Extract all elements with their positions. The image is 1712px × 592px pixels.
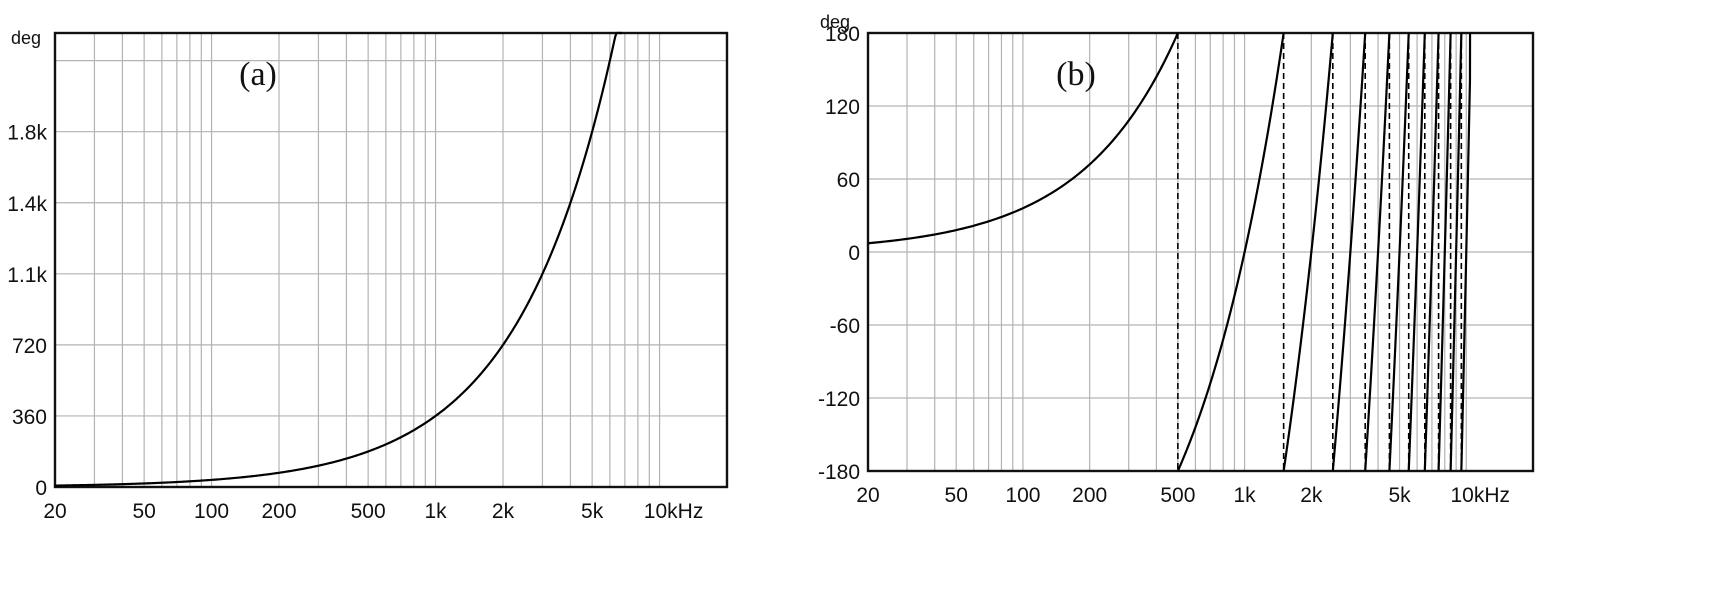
- x-tick-label: 500: [351, 500, 386, 523]
- x-tick-label: 10kHz: [1451, 484, 1511, 507]
- x-tick-label: 5k: [581, 500, 604, 523]
- x-tick-label: 20: [856, 484, 879, 507]
- y-tick-label: 180: [825, 23, 860, 46]
- y-tick-label: 720: [12, 335, 47, 358]
- panel-a-chart: 20 50 100 200 500 1k 2k 5k 10kHz 0 360 720 1.1k 1.4k 1…: [7, 28, 729, 523]
- phase-curve: [54, 31, 623, 487]
- phase-segment: [1423, 32, 1440, 472]
- phase-segment: [1282, 32, 1334, 472]
- x-tick-label: 5k: [1388, 484, 1411, 507]
- phase-segment: [1388, 32, 1410, 472]
- phase-segment: [1331, 32, 1367, 472]
- x-tick-label: 20: [43, 500, 66, 523]
- y-tick-label: 1.1k: [7, 264, 47, 287]
- x-tick-label: 1k: [1234, 484, 1257, 507]
- y-tick-label: 60: [837, 169, 860, 192]
- y-tick-label: 0: [848, 242, 860, 265]
- y-tick-label: 120: [825, 96, 860, 119]
- plot-frame: [866, 31, 1535, 473]
- x-tick-label: 200: [261, 500, 296, 523]
- phase-segment: [1460, 32, 1472, 472]
- phase-segment: [867, 32, 1179, 245]
- x-tick-label: 2k: [1300, 484, 1323, 507]
- x-tick-label: 500: [1160, 484, 1195, 507]
- x-tick-label: 50: [132, 500, 155, 523]
- phase-segment: [1449, 32, 1463, 472]
- panel-b-chart: 20 50 100 200 500 1k 2k 5k 10kHz 180 120 60 0 -60 -120…: [818, 12, 1535, 507]
- y-tick-label: 1.8k: [7, 122, 47, 145]
- y-tick-label: 360: [12, 406, 47, 429]
- x-tick-label: 100: [194, 500, 229, 523]
- y-tick-label: 0: [35, 477, 47, 500]
- x-tick-label: 200: [1072, 484, 1107, 507]
- panel-label: (b): [1056, 56, 1096, 93]
- y-tick-label: 1.4k: [7, 193, 47, 216]
- x-tick-label: 50: [945, 484, 968, 507]
- y-tick-label: -120: [818, 388, 860, 411]
- y-tick-label: -180: [818, 461, 860, 484]
- x-tick-label: 10kHz: [644, 500, 704, 523]
- y-tick-label: -60: [830, 315, 860, 338]
- phase-segment: [1437, 32, 1452, 472]
- phase-segment: [1364, 32, 1391, 472]
- y-unit-label: deg: [820, 12, 850, 32]
- x-tick-label: 2k: [492, 500, 515, 523]
- plot-frame: [53, 31, 729, 489]
- panel-label: (a): [239, 56, 277, 93]
- phase-segment: [1176, 32, 1285, 472]
- x-tick-label: 100: [1005, 484, 1040, 507]
- y-unit-label: deg: [11, 28, 41, 48]
- x-tick-label: 1k: [424, 500, 447, 523]
- phase-segment: [1407, 32, 1426, 472]
